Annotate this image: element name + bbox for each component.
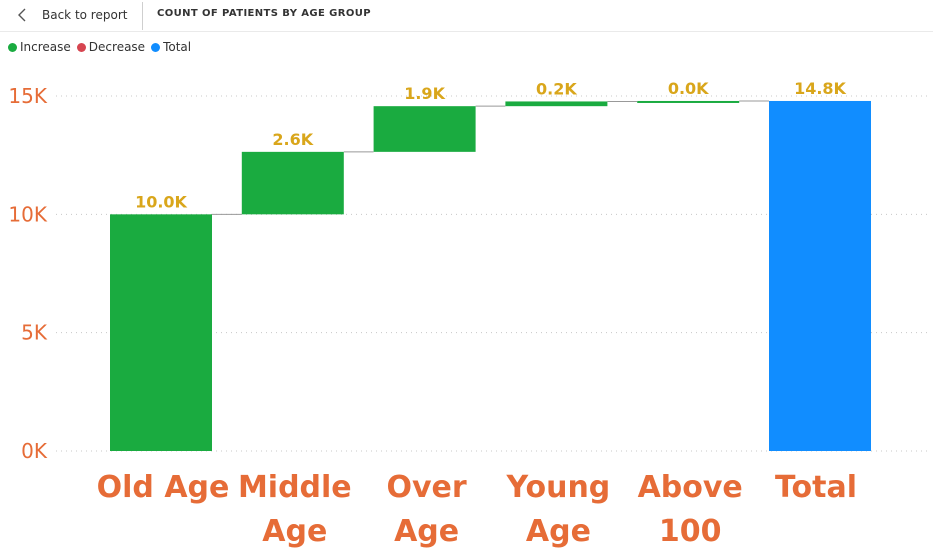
data-label: 1.9K (404, 84, 445, 103)
x-category-label: Middle (238, 470, 352, 505)
legend-total-swatch (151, 42, 161, 52)
header-bar: Back to report COUNT OF PATIENTS BY AGE … (0, 0, 933, 32)
legend-increase-swatch (8, 42, 17, 52)
x-category-label: Age (526, 514, 591, 549)
waterfall-bar[interactable] (241, 151, 344, 215)
y-tick-label: 5K (21, 321, 48, 345)
y-tick-label: 10K (8, 202, 47, 226)
waterfall-bar[interactable] (373, 106, 476, 152)
x-category-label: Age (394, 514, 459, 549)
x-category-label: Old Age (97, 470, 230, 505)
data-label: 2.6K (272, 130, 313, 149)
chart-legend: Increase Decrease Total (8, 40, 197, 54)
legend-item-decrease[interactable]: Decrease (76, 40, 146, 54)
x-category-label: Over (386, 470, 466, 505)
x-category-label: Above (638, 470, 743, 505)
x-category-label: Total (775, 470, 857, 505)
legend-total-label: Total (163, 40, 192, 54)
waterfall-bar[interactable] (505, 101, 608, 107)
data-label: 0.0K (668, 79, 709, 98)
y-tick-label: 0K (21, 439, 48, 463)
y-tick-label: 15K (8, 84, 47, 108)
legend-item-total[interactable]: Total (151, 40, 191, 54)
legend-decrease-swatch (76, 42, 86, 52)
chevron-left-icon (18, 8, 26, 22)
data-label: 0.2K (536, 79, 577, 98)
x-category-label: 100 (659, 514, 722, 549)
waterfall-bar[interactable] (110, 214, 212, 451)
waterfall-bar[interactable] (769, 100, 871, 451)
chart-title: COUNT OF PATIENTS BY AGE GROUP (157, 8, 371, 19)
back-to-report-label: Back to report (42, 8, 128, 22)
x-category-label: Age (262, 514, 327, 549)
header-divider (142, 2, 143, 30)
x-category-label: Young (506, 470, 611, 505)
back-to-report-button[interactable]: Back to report (14, 0, 127, 30)
legend-increase-label: Increase (20, 40, 71, 54)
legend-decrease-label: Decrease (88, 40, 146, 54)
data-label: 10.0K (135, 192, 187, 211)
waterfall-bar[interactable] (637, 100, 740, 103)
data-label: 14.8K (794, 79, 846, 98)
legend-item-increase[interactable]: Increase (8, 40, 71, 54)
